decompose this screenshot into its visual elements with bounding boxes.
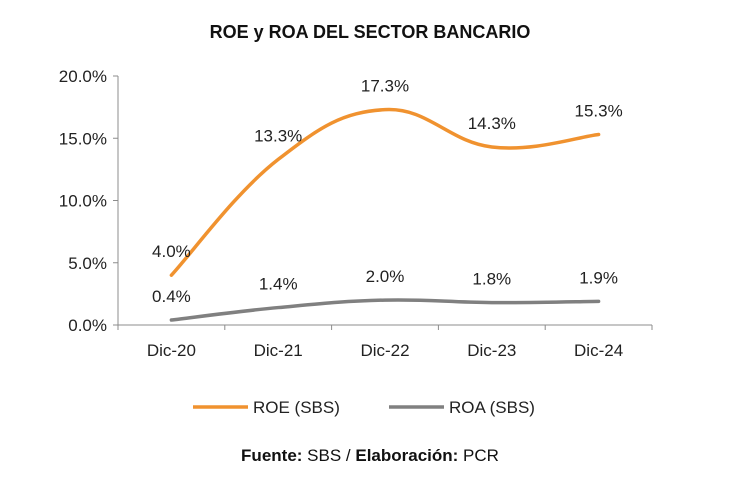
elaboration-label: Elaboración: [355,446,459,465]
y-tick-label: 10.0% [59,192,107,211]
roa-data-label: 1.8% [472,270,511,289]
x-tick-label: Dic-22 [360,341,409,360]
roe-data-label: 13.3% [254,126,302,145]
roe-data-label: 17.3% [361,77,409,96]
roe-data-label: 4.0% [152,242,191,261]
roe-data-label: 15.3% [574,102,622,121]
source-note: Fuente: SBS / Elaboración: PCR [0,446,740,466]
roa-data-label: 1.4% [259,275,298,294]
roa-legend-label: ROA (SBS) [449,398,535,417]
x-tick-label: Dic-24 [574,341,623,360]
x-tick-label: Dic-23 [467,341,516,360]
y-tick-label: 0.0% [68,316,107,335]
roe-legend-label: ROE (SBS) [253,398,340,417]
y-tick-label: 20.0% [59,67,107,86]
roe-series-line [169,107,601,277]
source-label: Fuente: [241,446,303,465]
elaboration-text: PCR [458,446,499,465]
roe-data-label: 14.3% [468,114,516,133]
source-text: SBS / [302,446,356,465]
x-tick-label: Dic-21 [254,341,303,360]
roa-data-label: 1.9% [579,268,618,287]
roa-data-label: 0.4% [152,287,191,306]
chart-title: ROE y ROA DEL SECTOR BANCARIO [209,22,531,42]
roa-series-line [169,298,601,322]
y-tick-label: 15.0% [59,129,107,148]
y-tick-label: 5.0% [68,254,107,273]
roa-data-label: 2.0% [366,267,405,286]
line-chart: 0.0% 5.0% 10.0% 15.0% 20.0% Dic-20 Dic-21 Dic-2… [59,67,653,417]
x-tick-label: Dic-20 [147,341,196,360]
